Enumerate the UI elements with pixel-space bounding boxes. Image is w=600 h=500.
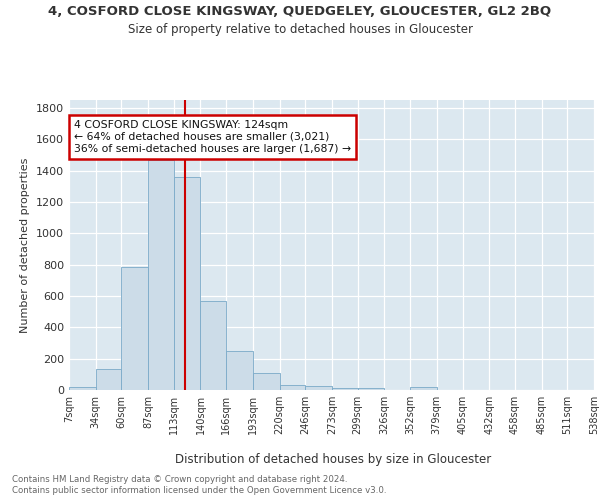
Bar <box>121 267 148 390</box>
Bar <box>226 351 253 390</box>
Text: Contains public sector information licensed under the Open Government Licence v3: Contains public sector information licen… <box>12 486 386 495</box>
Bar <box>69 387 95 390</box>
Text: 4, COSFORD CLOSE KINGSWAY, QUEDGELEY, GLOUCESTER, GL2 2BQ: 4, COSFORD CLOSE KINGSWAY, QUEDGELEY, GL… <box>49 5 551 18</box>
Text: Distribution of detached houses by size in Gloucester: Distribution of detached houses by size … <box>175 452 491 466</box>
Text: Contains HM Land Registry data © Crown copyright and database right 2024.: Contains HM Land Registry data © Crown c… <box>12 475 347 484</box>
Bar <box>174 177 200 390</box>
Bar <box>305 386 332 390</box>
Bar <box>280 384 305 390</box>
Y-axis label: Number of detached properties: Number of detached properties <box>20 158 31 332</box>
Bar <box>148 160 174 390</box>
Bar <box>253 373 280 390</box>
Bar <box>332 388 358 390</box>
Text: 4 COSFORD CLOSE KINGSWAY: 124sqm
← 64% of detached houses are smaller (3,021)
36: 4 COSFORD CLOSE KINGSWAY: 124sqm ← 64% o… <box>74 120 351 154</box>
Bar <box>200 302 226 390</box>
Text: Size of property relative to detached houses in Gloucester: Size of property relative to detached ho… <box>128 22 473 36</box>
Bar <box>95 369 121 390</box>
Bar <box>410 387 437 390</box>
Bar <box>358 388 385 390</box>
